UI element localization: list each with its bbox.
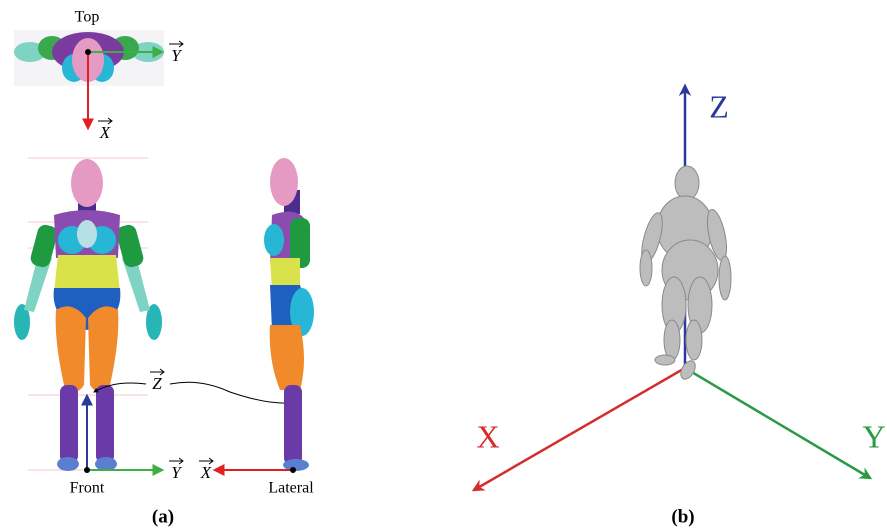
x-axis-label: X	[99, 123, 111, 142]
top-title: Top	[75, 9, 100, 26]
z-axis-label: Z	[709, 88, 729, 124]
x-axis-label: X	[200, 463, 212, 482]
figure: Top Y X Y Front Z	[0, 0, 887, 530]
front-caption: Front	[70, 480, 105, 497]
x-axis-label: X	[476, 418, 499, 454]
panel-label: (b)	[671, 506, 694, 527]
y-axis-label: Y	[171, 46, 182, 65]
lateral-figure	[264, 158, 314, 471]
top-view: Top Y X	[14, 9, 183, 142]
z-axis-label: Z	[152, 374, 162, 393]
panel-label: (a)	[152, 506, 174, 527]
y-axis-label: Y	[171, 463, 182, 482]
y-axis-label: Y	[862, 418, 885, 454]
lateral-caption: Lateral	[268, 480, 314, 497]
